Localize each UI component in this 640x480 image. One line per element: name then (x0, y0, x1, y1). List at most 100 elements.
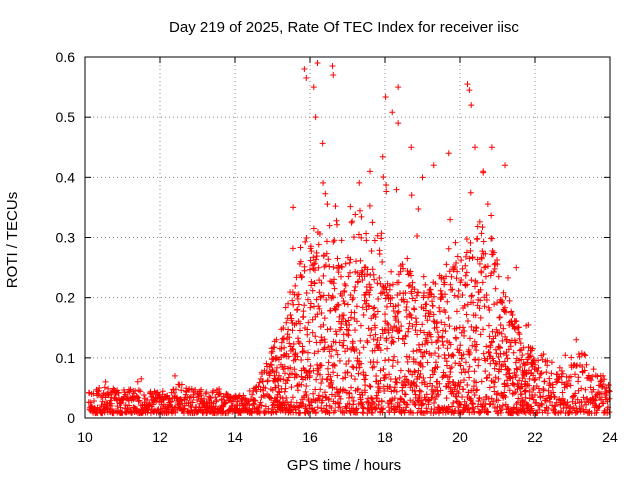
data-point (275, 388, 282, 395)
data-point (366, 303, 373, 310)
data-point (334, 221, 341, 228)
data-point (499, 299, 506, 306)
data-point (327, 307, 334, 314)
data-point (486, 384, 493, 391)
data-point (495, 273, 502, 280)
data-point (502, 394, 509, 401)
data-point (485, 348, 492, 355)
data-point (582, 352, 589, 359)
data-point (512, 389, 519, 396)
data-point (316, 230, 323, 237)
data-point (420, 375, 427, 381)
data-point (383, 303, 390, 310)
data-point (364, 339, 371, 346)
data-point (429, 382, 436, 389)
data-point (289, 297, 296, 304)
data-point (409, 279, 416, 286)
data-point (289, 346, 296, 353)
data-point (379, 153, 386, 160)
data-point (395, 84, 402, 91)
data-point (424, 408, 431, 415)
data-point (323, 250, 330, 257)
data-point (178, 387, 185, 394)
data-point (415, 341, 422, 348)
data-point (382, 357, 389, 364)
data-point (288, 315, 295, 322)
data-point (350, 364, 357, 371)
data-point (454, 268, 461, 275)
data-point (336, 339, 343, 346)
data-point (452, 360, 459, 367)
data-point (423, 391, 430, 398)
data-point (432, 396, 439, 403)
data-point (325, 359, 332, 366)
data-point (396, 374, 403, 381)
data-point (132, 387, 139, 394)
data-point (115, 389, 122, 396)
data-point (580, 394, 587, 401)
data-point (117, 404, 124, 411)
data-point (439, 333, 446, 340)
data-point (552, 403, 559, 410)
data-point (273, 364, 280, 371)
data-point (447, 216, 454, 223)
data-point (447, 281, 454, 288)
data-point (378, 398, 385, 405)
data-point (534, 368, 541, 375)
data-point (389, 109, 396, 116)
data-point (287, 364, 294, 371)
data-point (240, 392, 247, 399)
data-point (536, 374, 543, 381)
data-point (333, 331, 340, 338)
data-point (464, 81, 471, 88)
data-point (512, 339, 519, 346)
data-point (488, 144, 495, 151)
data-point (364, 337, 371, 344)
data-point (489, 328, 496, 335)
data-point (412, 297, 419, 304)
data-point (371, 276, 378, 283)
data-point (394, 379, 400, 386)
data-point (453, 275, 460, 282)
x-tick-label: 22 (527, 429, 543, 445)
data-point (500, 325, 507, 332)
data-point (261, 409, 268, 416)
data-point (477, 286, 484, 293)
data-point (329, 346, 336, 353)
data-point (371, 311, 378, 318)
data-point (478, 255, 485, 262)
data-point (207, 395, 214, 402)
data-point (545, 405, 552, 412)
data-point (335, 302, 342, 309)
data-point (464, 318, 471, 325)
data-point (367, 168, 373, 175)
y-tick-label: 0 (67, 410, 75, 426)
data-point (288, 384, 295, 391)
data-point (357, 322, 364, 329)
data-point (428, 352, 435, 359)
data-point (530, 384, 537, 391)
data-point (490, 398, 497, 405)
data-point (480, 238, 487, 245)
data-point (497, 314, 504, 321)
data-point (502, 293, 509, 300)
data-point (572, 400, 579, 407)
data-point (351, 327, 358, 334)
data-point (446, 373, 453, 380)
data-point (400, 398, 407, 405)
data-point (461, 377, 468, 384)
data-point (402, 407, 409, 414)
data-point (294, 353, 301, 360)
data-point (513, 318, 520, 325)
data-point (451, 264, 458, 271)
data-point (141, 392, 148, 399)
data-point (457, 401, 464, 408)
data-point (598, 377, 605, 384)
data-point (351, 376, 358, 383)
data-point (410, 379, 417, 386)
data-point (477, 297, 484, 304)
data-point (422, 307, 429, 314)
data-point (391, 353, 398, 360)
data-point (338, 237, 345, 244)
data-point (404, 358, 411, 365)
